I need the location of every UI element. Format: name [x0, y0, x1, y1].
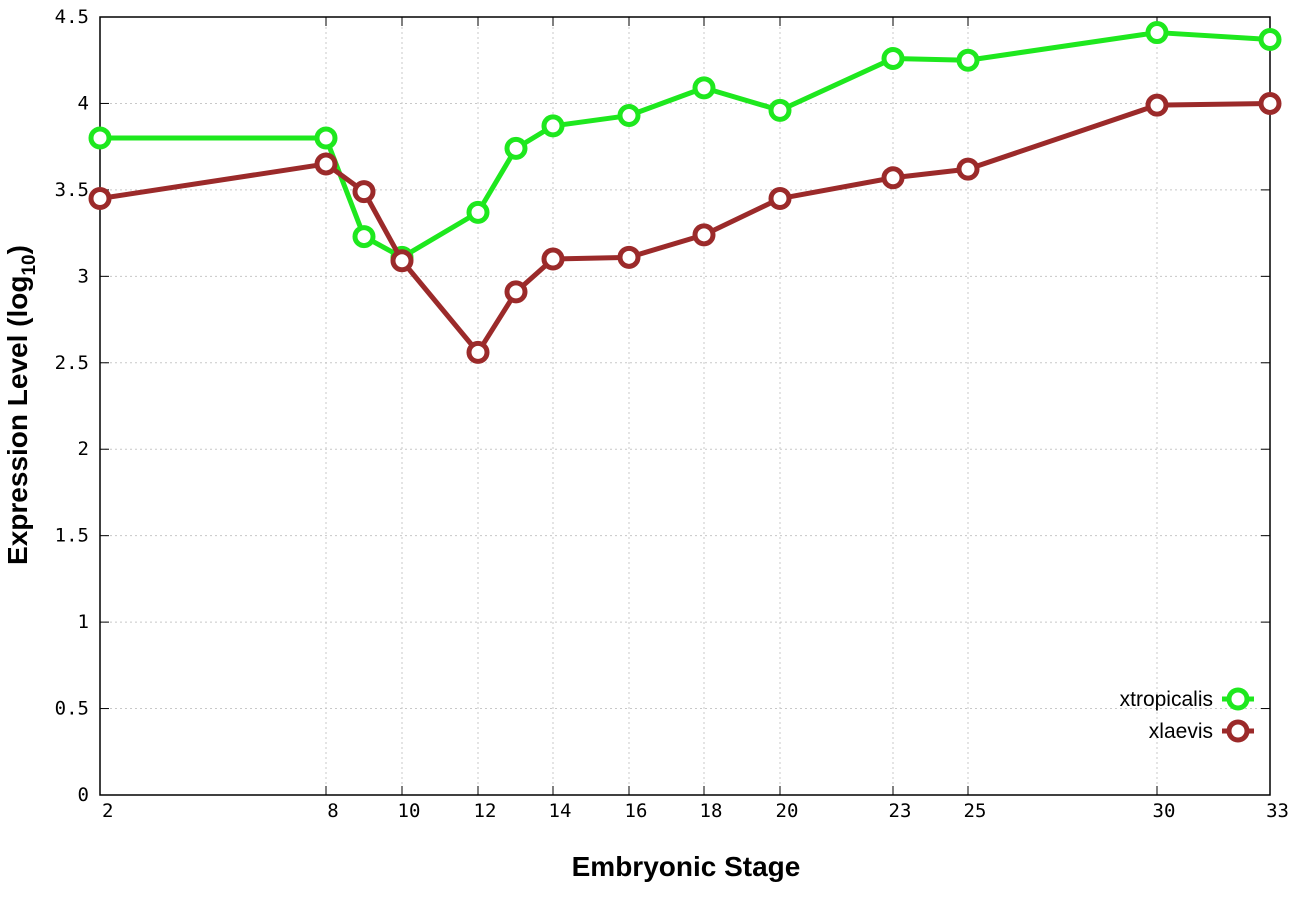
data-point-xtropicalis [88, 126, 112, 150]
data-point-xlaevis [466, 340, 490, 364]
x-tick-label: 2 [102, 800, 113, 822]
series-line-xlaevis [99, 100, 1271, 355]
x-tick-label: 30 [1153, 800, 1176, 822]
data-point-xtropicalis [352, 225, 376, 249]
x-tick-label: 16 [625, 800, 648, 822]
x-tick-label: 23 [889, 800, 912, 822]
y-tick-label: 2.5 [55, 352, 89, 374]
grid [100, 17, 1270, 795]
y-axis-title-close: ) [2, 245, 33, 254]
x-tick-label: 33 [1266, 800, 1289, 822]
x-tick-label: 25 [964, 800, 987, 822]
y-tick-label: 0 [78, 784, 89, 806]
x-tick-label: 8 [327, 800, 338, 822]
data-point-xtropicalis [1145, 21, 1169, 45]
data-point-xtropicalis [768, 98, 792, 122]
y-axis-title-main: Expression Level (log [2, 276, 33, 565]
legend-marker-xtropicalis [1226, 687, 1250, 711]
x-tick-label: 20 [776, 800, 799, 822]
axis-ticks: 0 0.5 1 1.5 2 2.5 3 3.5 4 4.5 2 8 10 12 14 16 18 20 23 25 30… [55, 6, 1289, 822]
x-tick-label: 18 [700, 800, 723, 822]
data-point-xlaevis [1258, 91, 1282, 115]
y-tick-label: 3 [78, 265, 89, 287]
y-tick-label: 1 [78, 611, 89, 633]
data-point-xlaevis [881, 166, 905, 190]
data-point-xtropicalis [466, 200, 490, 224]
y-tick-label: 1.5 [55, 525, 89, 547]
data-point-xlaevis [956, 157, 980, 181]
x-tick-label: 12 [474, 800, 497, 822]
data-point-xtropicalis [617, 104, 641, 128]
legend-label-xlaevis: xlaevis [1149, 720, 1213, 743]
y-tick-label: 2 [78, 438, 89, 460]
y-axis-title: Expression Level (log10) [2, 245, 40, 565]
y-tick-label: 3.5 [55, 179, 89, 201]
data-point-xtropicalis [504, 136, 528, 160]
data-point-xlaevis [314, 152, 338, 176]
data-point-xtropicalis [692, 76, 716, 100]
x-tick-label: 10 [398, 800, 421, 822]
plot-area-frame [99, 16, 1271, 796]
data-point-xtropicalis [956, 48, 980, 72]
x-axis-title: Embryonic Stage [572, 851, 801, 882]
data-point-xlaevis [390, 249, 414, 273]
data-point-xlaevis [504, 280, 528, 304]
x-tick-label: 14 [549, 800, 572, 822]
data-point-xtropicalis [881, 46, 905, 70]
data-point-xtropicalis [1258, 27, 1282, 51]
data-point-xtropicalis [541, 114, 565, 138]
data-point-xlaevis [617, 245, 641, 269]
data-point-xlaevis [88, 187, 112, 211]
data-point-xtropicalis [314, 126, 338, 150]
data-point-xlaevis [1145, 93, 1169, 117]
legend-label-xtropicalis: xtropicalis [1120, 688, 1213, 711]
y-tick-label: 4.5 [55, 6, 89, 28]
y-axis-title-subscript: 10 [19, 254, 40, 275]
legend: xtropicalis xlaevis [1120, 687, 1254, 743]
data-point-xlaevis [352, 180, 376, 204]
y-tick-label: 4 [78, 92, 89, 114]
y-tick-label: 0.5 [55, 698, 89, 720]
data-point-xlaevis [692, 223, 716, 247]
data-point-xlaevis [768, 187, 792, 211]
legend-marker-xlaevis [1226, 719, 1250, 743]
data-point-xlaevis [541, 247, 565, 271]
series-line-xtropicalis [100, 30, 1271, 260]
series-lines [88, 21, 1282, 364]
